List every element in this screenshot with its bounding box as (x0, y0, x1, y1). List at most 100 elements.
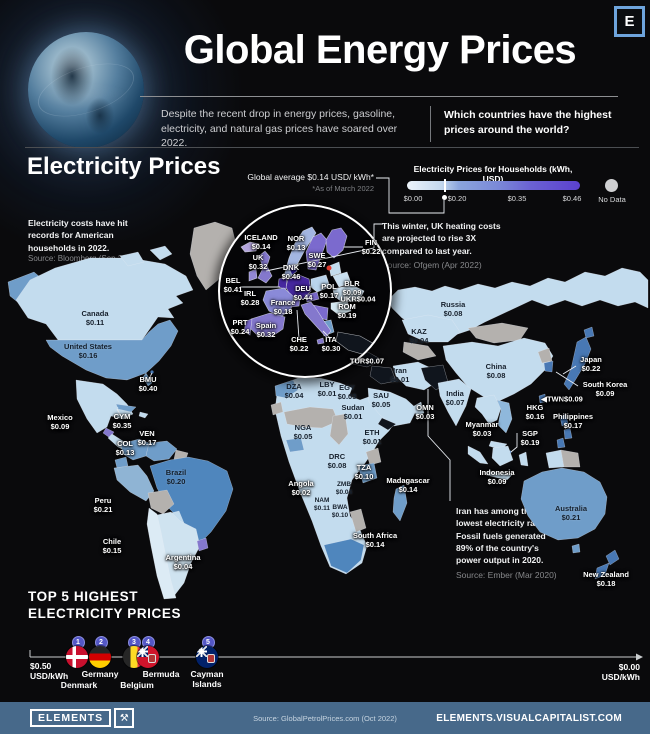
top5-rank-badge-5: 5 (201, 636, 215, 649)
cym-flag-icon (196, 646, 218, 668)
map-united-states (45, 319, 179, 381)
top5-scale-left-value: $0.50 (30, 661, 52, 671)
footer-bar: ELEMENTS ⚒ Source: GlobalPetrolPrices.co… (0, 702, 650, 734)
map-new-zealand (605, 549, 620, 566)
top5-country-germany: Germany (81, 669, 119, 679)
elements-brand-text: ELEMENTS (30, 709, 112, 727)
elements-brand[interactable]: ELEMENTS ⚒ (30, 708, 135, 728)
inset-portugal (243, 318, 253, 336)
inset-sweden (305, 232, 328, 271)
footer-site-link[interactable]: ELEMENTS.VISUALCAPITALIST.COM (436, 712, 622, 724)
legend-title: Electricity Prices for Households (kWh, … (413, 164, 573, 184)
legend-tick: $0.20 (447, 194, 467, 203)
map-philippines (559, 413, 569, 427)
map-vietnam (496, 399, 513, 434)
inset-benelux (277, 276, 288, 290)
map-taiwan (538, 393, 547, 404)
callout-lines (116, 177, 579, 501)
elements-logo[interactable]: E (614, 6, 645, 37)
subtitle-divider (430, 106, 431, 142)
map-kenya (365, 447, 382, 466)
title-divider (140, 96, 618, 97)
bloomberg-source: Source: Bloomberg (Sep 2022) (28, 254, 139, 263)
bloomberg-note: Electricity costs have hit records for A… (28, 218, 128, 253)
map-kazakhstan (401, 314, 461, 343)
map-india (437, 378, 472, 427)
inset-switzerland (290, 298, 301, 308)
map-uruguay (196, 537, 209, 552)
map-peru (113, 464, 155, 502)
inset-finland (325, 227, 348, 259)
dnk-flag-icon (66, 646, 88, 668)
inset-france (262, 287, 295, 318)
map-colombia (120, 438, 150, 461)
top5-scale-right-value: $0.00 (618, 662, 640, 672)
section-divider (25, 147, 639, 148)
top5-country-bermuda: Bermuda (142, 669, 180, 679)
map-china (442, 337, 554, 402)
union-jack-icon (196, 646, 207, 657)
global-average-label: Global average $0.14 USD/ kWh* (247, 172, 374, 182)
top5-scale-right-unit: USD/kWh (601, 672, 640, 682)
map-borneo (491, 445, 514, 467)
inset-belarus (332, 271, 352, 288)
deu-flag-icon (89, 646, 111, 668)
top5-country-belgium: Belgium (120, 680, 154, 690)
map-tanzania (357, 462, 378, 484)
map-myanmar-thailand (474, 394, 502, 425)
map-cayman-dot (115, 406, 119, 410)
inset-iceland (240, 241, 260, 253)
globe-image (28, 32, 144, 148)
inset-red-dot (326, 265, 332, 271)
pickaxe-icon: ⚒ (114, 708, 135, 728)
map-bermuda-dot (150, 370, 154, 374)
map-bolivia (147, 489, 175, 515)
uk-callout: This winter, UK heating costs are projec… (382, 220, 508, 271)
global-average-marker-dot (442, 195, 447, 200)
map-south-korea (543, 360, 554, 373)
map-saudi-arabia (367, 387, 418, 427)
union-jack-icon (137, 646, 148, 657)
map-sahel (283, 406, 339, 429)
inset-ukraine (332, 284, 365, 303)
top5-title: TOP 5 HIGHEST ELECTRICITY PRICES (28, 589, 182, 621)
legend-gradient-bar (407, 181, 580, 190)
page-title: Global Energy Prices (183, 28, 577, 72)
top5-rank-badge-3: 3 (127, 636, 141, 649)
no-data-label: No Data (598, 195, 626, 204)
map-australia (520, 467, 608, 541)
map-russia (387, 267, 649, 337)
footer-source: Source: GlobalPetrolPrices.com (Oct 2022… (253, 713, 397, 723)
section-title: Electricity Prices (27, 153, 221, 180)
inset-border (218, 204, 392, 378)
inset-italy (300, 301, 332, 338)
top5-country-denmark: Denmark (60, 680, 98, 690)
inset-poland (310, 274, 331, 293)
top5-scale-left-unit: USD/kWh (30, 671, 69, 681)
inset-austria (304, 291, 320, 303)
map-japan (563, 336, 592, 391)
map-venezuela (145, 440, 178, 462)
map-png (560, 449, 581, 468)
inset-romania (330, 300, 352, 316)
map-madagascar (392, 484, 408, 522)
europe-inset-map[interactable] (240, 226, 377, 357)
inset-ireland (248, 268, 258, 282)
top5-axis (29, 650, 643, 661)
top5-rank-badge-2: 2 (94, 636, 108, 649)
uk-callout-source: Source: Ofgem (Apr 2022) (382, 259, 482, 270)
map-south-africa (323, 538, 365, 574)
map-sumatra (467, 445, 489, 465)
intro-question: Which countries have the highest prices … (444, 109, 612, 136)
bmu-flag-icon (137, 646, 159, 668)
flag-crest (207, 654, 215, 663)
legend-tick: $0.00 (403, 194, 423, 203)
legend-tick: $0.46 (562, 194, 582, 203)
iran-callout-source: Source: Ember (Mar 2020) (456, 569, 557, 580)
iran-callout: Iran has among the lowest electricity ra… (456, 505, 560, 581)
top5-country-cayman-islands: Cayman Islands (190, 669, 224, 690)
map-continents (7, 221, 649, 600)
global-average-note: *As of March 2022 (312, 184, 374, 193)
no-data-swatch (605, 179, 618, 192)
